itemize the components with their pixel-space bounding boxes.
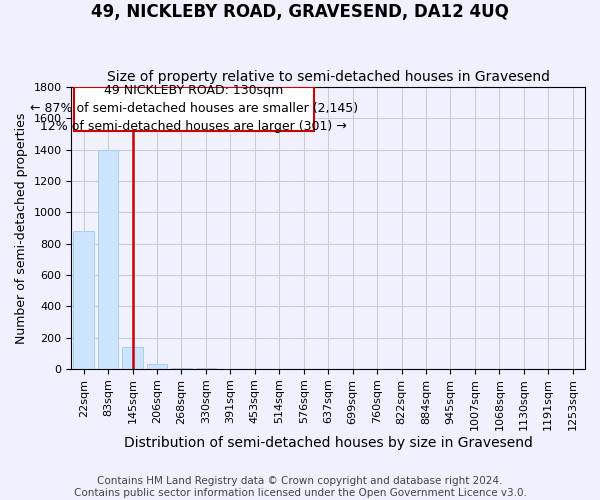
- Text: 49, NICKLEBY ROAD, GRAVESEND, DA12 4UQ: 49, NICKLEBY ROAD, GRAVESEND, DA12 4UQ: [91, 2, 509, 21]
- Text: Contains HM Land Registry data © Crown copyright and database right 2024.
Contai: Contains HM Land Registry data © Crown c…: [74, 476, 526, 498]
- Text: 49 NICKLEBY ROAD: 130sqm
← 87% of semi-detached houses are smaller (2,145)
12% o: 49 NICKLEBY ROAD: 130sqm ← 87% of semi-d…: [29, 84, 358, 134]
- Bar: [146, 364, 167, 369]
- Y-axis label: Number of semi-detached properties: Number of semi-detached properties: [15, 112, 28, 344]
- Bar: [74, 87, 314, 131]
- Bar: [73, 231, 94, 369]
- Bar: [98, 150, 118, 369]
- Bar: [171, 368, 192, 369]
- Title: Size of property relative to semi-detached houses in Gravesend: Size of property relative to semi-detach…: [107, 70, 550, 85]
- X-axis label: Distribution of semi-detached houses by size in Gravesend: Distribution of semi-detached houses by …: [124, 436, 533, 450]
- Bar: [122, 347, 143, 369]
